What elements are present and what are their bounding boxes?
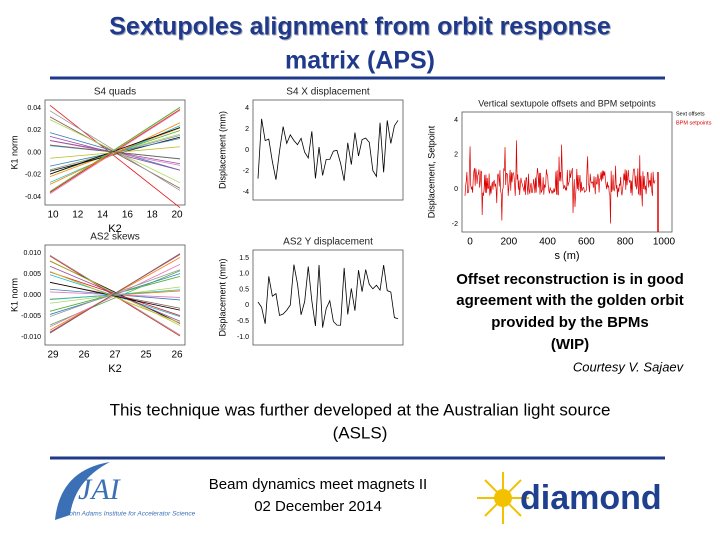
body-text: This technique was further developed at … — [110, 400, 611, 419]
y-tick-label: 0 — [454, 186, 458, 193]
curve — [49, 104, 181, 209]
footer: 02 December 2014 — [254, 498, 382, 515]
title-line: matrix (APS) — [285, 47, 435, 75]
y-tick-label: 1.0 — [239, 271, 249, 278]
curve — [49, 264, 181, 328]
footer: Beam dynamics meet magnets II — [209, 476, 427, 493]
caption: agreement with the golden orbit — [456, 292, 684, 309]
x-tick-label: 10 — [47, 210, 59, 221]
y-axis-label: Displacement (mm) — [217, 111, 227, 189]
plot-frame — [252, 249, 404, 346]
y-tick-label: 2 — [454, 152, 458, 159]
curve — [49, 289, 181, 300]
caption: provided by the BPMs — [491, 314, 649, 331]
x-tick-label: 400 — [539, 237, 556, 248]
curve — [49, 122, 181, 185]
title-line: Sextupoles alignment from orbit response — [109, 13, 611, 41]
y-axis-label: K1 norm — [9, 135, 19, 169]
plot-title: S4 quads — [94, 87, 136, 98]
plot-title: S4 X displacement — [286, 87, 370, 98]
curve — [257, 118, 399, 181]
y-tick-label: 0.04 — [27, 105, 41, 112]
y-tick-label: -0.5 — [237, 318, 249, 325]
y-tick-label: 0.02 — [27, 127, 41, 134]
y-axis-label: Displacement (mm) — [217, 258, 227, 336]
plot: Vertical sextupole offsets and BPM setpo… — [426, 98, 711, 262]
y-tick-label: -2 — [243, 168, 249, 175]
y-tick-label: -0.005 — [21, 313, 41, 320]
y-tick-label: -0.04 — [25, 194, 41, 201]
x-tick-label: 18 — [147, 210, 159, 221]
jai-text: John Adams Institute for Accelerator Sci… — [65, 511, 196, 518]
y-tick-label: 0.5 — [239, 286, 249, 293]
y-tick-label: 0.00 — [27, 149, 41, 156]
y-axis-label: K1 norm — [9, 278, 19, 312]
curve — [49, 253, 181, 334]
plot: AS2 skews K1 norm K2 0.010 0.005 0.000 -0.005 -… — [9, 232, 186, 375]
y-tick-label: 1.5 — [239, 255, 249, 262]
y-tick-label: 0.010 — [23, 250, 41, 257]
plot-title: AS2 skews — [90, 232, 139, 243]
caption: Offset reconstruction is in good — [456, 271, 684, 288]
x-tick-label: 20 — [171, 210, 183, 221]
y-tick-label: 4 — [454, 117, 458, 124]
curve — [49, 281, 181, 311]
x-tick-label: 12 — [72, 210, 84, 221]
y-tick-label: 0.005 — [23, 271, 41, 278]
x-tick-label: 0 — [467, 237, 473, 248]
legend-entry: BPM setpoints — [676, 120, 712, 126]
curve — [257, 264, 399, 328]
y-tick-label: 0 — [245, 302, 249, 309]
svg-text:JAI: JAI — [78, 473, 122, 506]
body-text: (ASLS) — [333, 423, 388, 442]
plot-title: Vertical sextupole offsets and BPM setpo… — [478, 98, 656, 108]
y-tick-label: -0.010 — [21, 334, 41, 341]
jai-logo: JAI John Adams Institute for Accelerator… — [55, 462, 196, 520]
x-tick-label: 14 — [97, 210, 109, 221]
y-tick-label: -2 — [452, 221, 458, 228]
y-axis-label: Displacement, Setpoint — [426, 125, 436, 218]
x-tick-label: 29 — [47, 350, 59, 361]
y-tick-label: 0 — [245, 147, 249, 154]
x-tick-label: 26 — [78, 350, 90, 361]
caption: (WIP) — [551, 336, 589, 353]
x-axis-label: s (m) — [554, 250, 579, 262]
plot: AS2 Y displacement Displacement (mm) 1.5 1.… — [217, 237, 404, 346]
x-tick-label: 1000 — [653, 237, 676, 248]
curve — [49, 110, 181, 191]
curve — [49, 271, 181, 324]
y-tick-label: 2 — [245, 126, 249, 133]
courtesy: Courtesy V. Sajaev — [573, 359, 685, 374]
x-axis-label: K2 — [108, 223, 121, 235]
y-tick-label: -4 — [243, 189, 249, 196]
x-tick-label: 27 — [109, 350, 121, 361]
x-axis-label: K2 — [108, 363, 121, 375]
y-tick-label: 4 — [245, 105, 249, 112]
curve — [49, 146, 181, 159]
x-tick-label: 800 — [617, 237, 634, 248]
title-shadow: Sextupoles alignment from orbit response — [110, 14, 612, 42]
curve — [49, 144, 181, 160]
y-tick-label: 0.000 — [23, 292, 41, 299]
diamond-text: diamond — [520, 479, 662, 517]
x-tick-label: 26 — [171, 350, 183, 361]
plot-frame — [252, 99, 404, 201]
x-tick-label: 600 — [578, 237, 595, 248]
curve — [464, 140, 656, 224]
plot-title: AS2 Y displacement — [283, 237, 373, 248]
x-tick-label: 16 — [122, 210, 134, 221]
x-tick-label: 25 — [140, 350, 152, 361]
y-tick-label: -0.02 — [25, 172, 41, 179]
y-tick-label: -1.0 — [237, 334, 249, 341]
curve — [49, 106, 181, 192]
diamond-logo: diamond — [477, 472, 662, 524]
plot: S4 X displacement Displacement (mm) 4 2 0 -2 -… — [217, 87, 404, 201]
x-tick-label: 200 — [500, 237, 517, 248]
plot: S4 quads K1 norm K2 0.04 0.02 0.00 -0.02 -0.04 1… — [9, 87, 186, 235]
legend-entry: Sext offsets — [676, 111, 705, 117]
